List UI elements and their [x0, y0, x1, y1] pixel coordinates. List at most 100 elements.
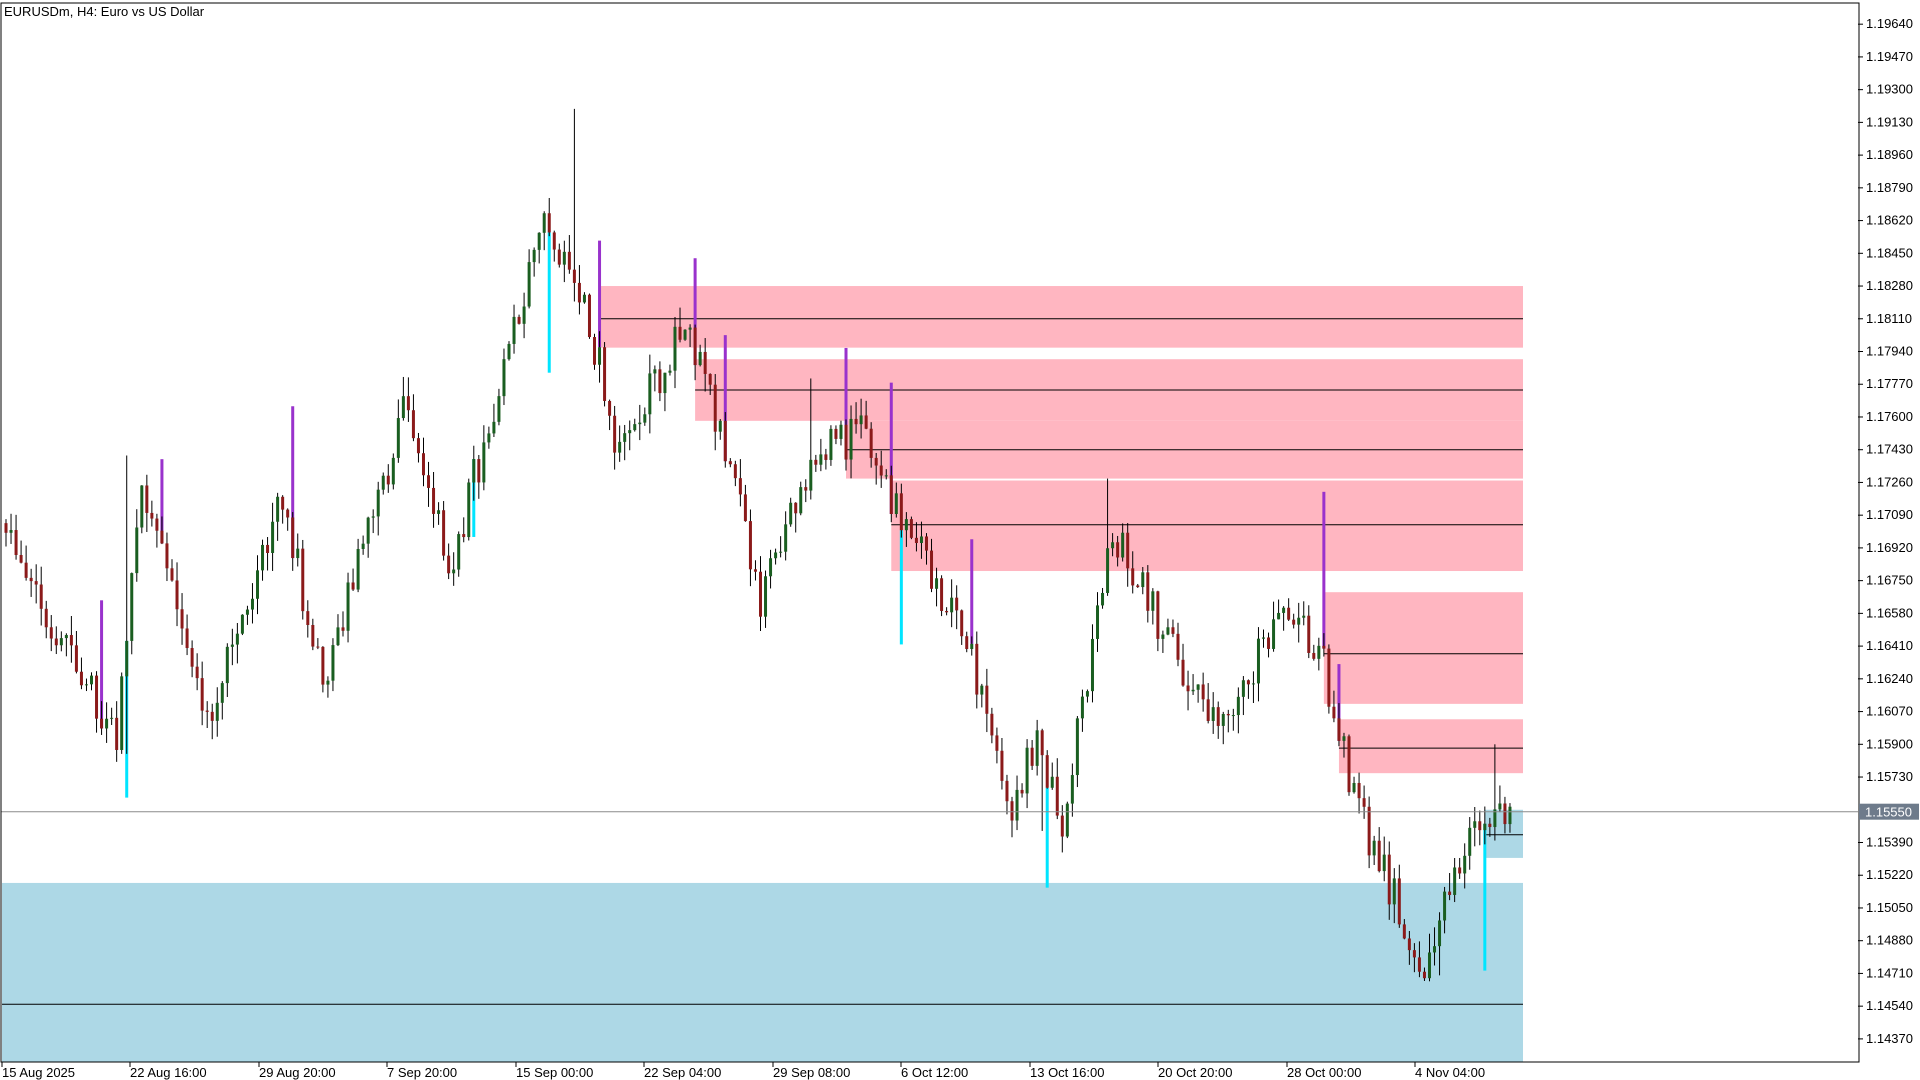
candle [552, 230, 556, 262]
candle-body [1422, 971, 1426, 979]
candle-body [1382, 854, 1386, 872]
candle-body [1211, 707, 1215, 721]
candle-body [995, 735, 999, 751]
candle-body [854, 418, 858, 425]
candle [447, 543, 451, 580]
candle [1508, 803, 1512, 833]
candle-body [336, 627, 340, 646]
candle [542, 211, 546, 251]
candle [824, 448, 828, 470]
candle-body [19, 555, 23, 563]
candle-body [1463, 855, 1467, 874]
candle [1161, 630, 1165, 653]
candle-body [1141, 572, 1145, 588]
candle [235, 622, 239, 664]
candle [990, 707, 994, 744]
candle [200, 661, 204, 726]
candle [899, 483, 903, 645]
candle [462, 517, 466, 543]
candle-body [477, 459, 481, 483]
candle [240, 614, 244, 636]
candle-body [130, 573, 134, 641]
chart-title: EURUSDm, H4: Euro vs US Dollar [4, 4, 205, 19]
candle-body [1352, 782, 1356, 793]
candle [1241, 676, 1245, 716]
candle [738, 459, 742, 507]
candle-body [774, 552, 778, 559]
candle-body [894, 493, 898, 514]
candle [1216, 701, 1220, 739]
candle [1221, 711, 1225, 745]
candle-body [1387, 854, 1391, 905]
candle [74, 630, 78, 674]
candle-body [1282, 607, 1286, 613]
candle-body [577, 282, 581, 303]
candle-body [784, 524, 788, 552]
candle-body [84, 684, 88, 686]
candle [904, 512, 908, 547]
candle-body [1246, 680, 1250, 685]
candle-body [844, 424, 848, 460]
candle-body [935, 578, 939, 589]
x-tick-label: 22 Sep 04:00 [644, 1065, 721, 1080]
candle-body [1241, 680, 1245, 697]
candle [1287, 598, 1291, 621]
candle-body [623, 433, 627, 442]
candle [1181, 643, 1185, 687]
candle [1407, 931, 1411, 965]
candle [1050, 762, 1054, 790]
candle [195, 653, 199, 691]
candle [844, 347, 848, 471]
candle-body [1302, 615, 1306, 618]
candle-body [54, 638, 58, 646]
candle-body [29, 577, 33, 582]
candle-body [361, 543, 365, 549]
candle [1146, 565, 1150, 623]
candle [9, 513, 13, 544]
candle [175, 562, 179, 627]
candle [100, 600, 104, 735]
candle-body [457, 534, 461, 570]
candle [44, 600, 48, 639]
candle [869, 422, 873, 468]
candle-body [391, 457, 395, 485]
candle-body [1503, 803, 1507, 825]
candle [950, 579, 954, 628]
candle [1171, 619, 1175, 638]
impulse-marker [844, 347, 848, 460]
candle-body [703, 351, 707, 374]
candle [1342, 732, 1346, 758]
candle-body [960, 610, 964, 637]
candle-body [1483, 823, 1487, 831]
candle [291, 406, 295, 571]
impulse-marker [889, 382, 893, 514]
candle-body [311, 624, 315, 647]
x-tick-label: 4 Nov 04:00 [1415, 1065, 1485, 1080]
candle [668, 364, 672, 376]
candle [160, 459, 164, 545]
candle [351, 568, 355, 591]
candle [266, 537, 270, 571]
y-tick-label: 1.16750 [1866, 573, 1913, 588]
candle [572, 108, 576, 302]
candle [1483, 806, 1487, 971]
candle-body [1327, 648, 1331, 707]
candle-body [1287, 607, 1291, 620]
candle-body [1468, 827, 1472, 856]
candle-body [985, 685, 989, 714]
candle-body [411, 410, 415, 439]
candle [628, 420, 632, 451]
candle-body [567, 251, 571, 270]
candle-body [301, 548, 305, 612]
candle-body [1473, 821, 1477, 828]
candle [1427, 933, 1431, 982]
price-axis[interactable]: 1.19640 1.19470 1.19300 1.19130 1.18960 1.187… [1858, 16, 1919, 1046]
candle [1256, 627, 1260, 702]
candle [1151, 588, 1155, 625]
candle-body [160, 530, 164, 544]
candle-body [1206, 699, 1210, 721]
y-tick-label: 1.19300 [1866, 82, 1913, 97]
candle-body [1030, 747, 1034, 766]
time-axis[interactable]: 15 Aug 2025 22 Aug 16:00 29 Aug 20:00 7 Sep… [1, 1062, 1485, 1080]
